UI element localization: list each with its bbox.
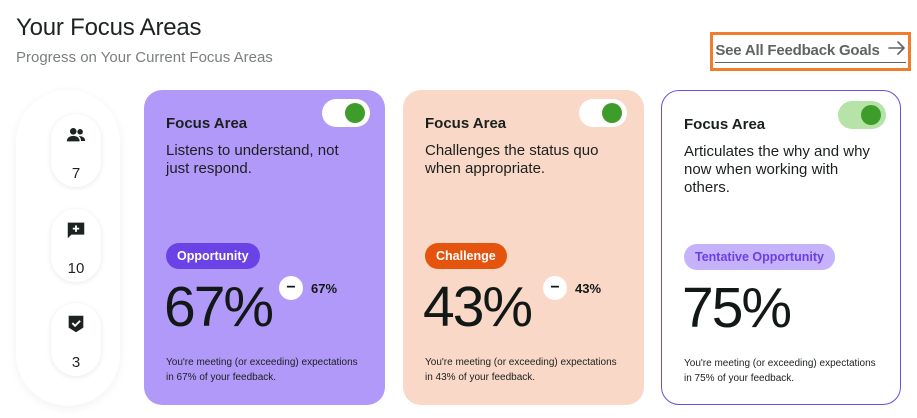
status-badge: Opportunity [166, 243, 260, 269]
card-label: Focus Area [425, 115, 507, 132]
card-footnote: You're meeting (or exceeding) expectatio… [425, 357, 617, 383]
add-comment-icon [65, 219, 87, 246]
stat-people[interactable]: 7 [51, 114, 101, 187]
focus-area-toggle[interactable] [838, 101, 886, 129]
toggle-knob [602, 103, 622, 123]
shield-check-icon [65, 313, 87, 340]
focus-area-toggle[interactable] [579, 99, 627, 127]
toggle-knob [861, 105, 881, 125]
page-title: Your Focus Areas [16, 14, 202, 41]
card-description: Challenges the status quo when appropria… [425, 142, 599, 177]
stat-value: 10 [67, 260, 85, 277]
status-badge: Tentative Opportunity [684, 244, 835, 270]
delta: − 67% [279, 276, 337, 300]
delta: − 43% [543, 276, 601, 300]
status-badge: Challenge [425, 243, 507, 269]
people-icon [65, 124, 87, 151]
percent-value: 75% [682, 276, 792, 340]
stat-value: 7 [71, 165, 81, 182]
arrow-right-icon [887, 40, 906, 60]
card-footnote: You're meeting (or exceeding) expectatio… [166, 357, 358, 383]
see-all-label: See All Feedback Goals [715, 41, 880, 59]
toggle-knob [345, 103, 365, 123]
stats-rail: 7 10 3 [16, 90, 120, 406]
page-subtitle: Progress on Your Current Focus Areas [16, 49, 273, 66]
minus-icon: − [279, 276, 303, 300]
focus-area-card[interactable]: Focus Area Challenges the status quo whe… [403, 90, 644, 405]
card-description: Listens to understand, not just respond. [166, 142, 339, 177]
card-footnote: You're meeting (or exceeding) expectatio… [684, 358, 876, 384]
delta-value: 43% [575, 280, 602, 296]
focus-area-toggle[interactable] [322, 99, 370, 127]
card-label: Focus Area [684, 116, 766, 133]
see-all-feedback-goals-link[interactable]: See All Feedback Goals [710, 32, 911, 71]
percent-value: 67% [164, 275, 274, 339]
card-label: Focus Area [166, 115, 248, 132]
minus-icon: − [543, 276, 567, 300]
delta-value: 67% [311, 280, 338, 296]
stat-goals[interactable]: 3 [51, 303, 101, 376]
percent-value: 43% [423, 275, 533, 339]
card-description: Articulates the why and why now when wor… [684, 143, 870, 196]
focus-area-card[interactable]: Focus Area Articulates the why and why n… [661, 90, 901, 405]
stat-value: 3 [71, 354, 81, 371]
focus-area-card[interactable]: Focus Area Listens to understand, not ju… [144, 90, 385, 405]
stat-feedback[interactable]: 10 [51, 209, 101, 282]
